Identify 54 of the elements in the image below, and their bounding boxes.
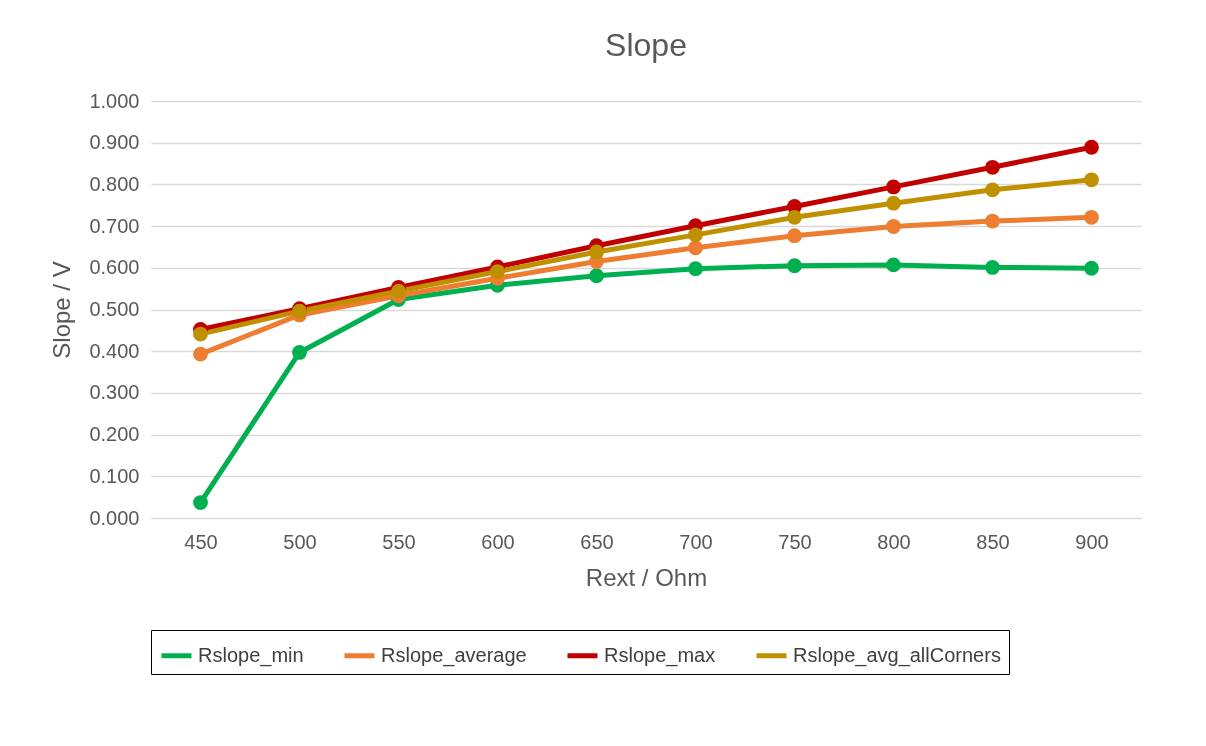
point (1084, 260, 1099, 276)
point (589, 244, 604, 260)
point (292, 345, 307, 360)
legend-label: Rslope_average (381, 643, 527, 667)
y-tick-label: 0.400 (89, 339, 140, 362)
x-tick-label: 450 (184, 530, 218, 553)
point (886, 257, 901, 273)
x-tick-label: 550 (382, 530, 416, 553)
x-tick-label: 850 (976, 530, 1010, 553)
point (391, 283, 406, 299)
x-axis-title: Rext / Ohm (585, 563, 708, 591)
point (985, 159, 1000, 175)
legend-label: Rslope_avg_allCorners (793, 643, 1001, 667)
x-tick-label: 700 (679, 530, 713, 553)
x-tick-label: 650 (580, 530, 614, 553)
point (886, 195, 901, 211)
legend-label: Rslope_max (604, 643, 716, 667)
x-tick-label: 600 (481, 530, 515, 553)
y-tick-label: 0.700 (89, 214, 140, 237)
y-tick-label: 0.300 (89, 381, 140, 404)
point (985, 182, 1000, 198)
chart-title: Slope (605, 27, 687, 63)
y-tick-label: 0.000 (89, 506, 140, 529)
y-tick-label: 0.900 (89, 131, 140, 154)
y-tick-label: 0.600 (89, 256, 140, 279)
point (193, 326, 208, 342)
x-tick-label: 500 (283, 530, 317, 553)
point (886, 219, 901, 234)
legend-label: Rslope_min (198, 643, 304, 667)
y-tick-label: 1.000 (89, 89, 140, 112)
point (193, 495, 208, 510)
y-tick-label: 0.200 (89, 423, 140, 446)
point (688, 240, 703, 256)
point (688, 227, 703, 243)
point (787, 258, 802, 274)
y-tick-label: 0.800 (89, 172, 140, 195)
y-tick-label: 0.100 (89, 464, 140, 487)
point (886, 179, 901, 195)
x-tick-label: 800 (877, 530, 911, 553)
y-axis-title: Slope / V (48, 261, 76, 359)
point (1084, 139, 1099, 155)
point (1084, 209, 1099, 225)
point (787, 209, 802, 225)
x-tick-label: 900 (1075, 530, 1109, 553)
point (193, 346, 208, 362)
point (1084, 172, 1099, 188)
y-tick-label: 0.500 (89, 298, 140, 320)
point (985, 259, 1000, 275)
point (589, 268, 604, 284)
point (490, 264, 505, 279)
point (985, 213, 1000, 229)
point (787, 228, 802, 244)
point (688, 261, 703, 277)
x-tick-label: 750 (778, 530, 812, 553)
